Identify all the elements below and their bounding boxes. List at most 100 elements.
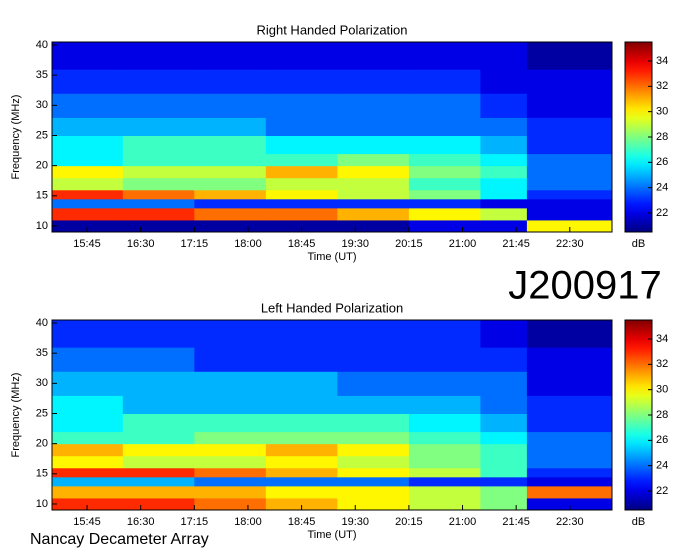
heatmap-cell	[337, 467, 410, 478]
heatmap-cell	[480, 395, 528, 414]
heatmap-cell	[526, 320, 613, 348]
heatmap-cell	[526, 371, 613, 396]
heatmap-cell	[526, 69, 613, 94]
heatmap-cell	[52, 497, 124, 511]
colorbar-tick-label: 26	[656, 156, 668, 168]
colorbar-tick-label: 24	[656, 460, 668, 472]
heatmap-cell	[265, 413, 338, 433]
heatmap-cell	[337, 431, 410, 445]
colorbar-tick-label: 22	[656, 207, 668, 219]
heatmap-cell	[408, 117, 481, 136]
y-tick-label: 15	[36, 190, 48, 202]
heatmap-cell	[122, 371, 195, 396]
heatmap-cell	[337, 476, 410, 487]
heatmap-cell	[408, 443, 481, 457]
y-tick-label: 40	[36, 317, 48, 329]
heatmap-cell	[194, 69, 267, 94]
heatmap-cell	[526, 395, 613, 414]
colorbar	[624, 319, 653, 511]
y-tick-label: 15	[36, 468, 48, 480]
y-tick-label: 30	[36, 99, 48, 111]
heatmap-cell	[526, 443, 613, 457]
y-tick-label: 10	[36, 498, 48, 510]
heatmap-cell	[194, 117, 267, 136]
x-tick-label: 18:45	[288, 516, 316, 528]
heatmap-cell	[337, 93, 410, 118]
x-tick-label: 22:30	[556, 516, 584, 528]
heatmap-cell	[265, 177, 338, 191]
heatmap-cell	[526, 476, 613, 487]
x-tick-label: 21:45	[502, 238, 530, 250]
heatmap-cell	[122, 69, 195, 94]
x-tick-label: 18:45	[288, 238, 316, 250]
heatmap-cell	[194, 165, 267, 179]
heatmap-cell	[480, 485, 528, 499]
y-axis-label: Frequency (MHz)	[10, 95, 22, 180]
x-tick-label: 16:30	[127, 516, 155, 528]
heatmap-cell	[526, 198, 613, 209]
heatmap-cell	[122, 117, 195, 136]
heatmap-cell	[122, 198, 195, 209]
heatmap-cell	[408, 207, 481, 221]
heatmap-cell	[337, 395, 410, 414]
x-tick-label: 21:00	[449, 238, 477, 250]
colorbar-tick-label: 30	[656, 106, 668, 118]
y-tick-label: 35	[36, 347, 48, 359]
x-tick-label: 18:00	[234, 516, 262, 528]
heatmap-cell	[480, 347, 528, 372]
plot-frame	[51, 41, 613, 233]
heatmap-cell	[265, 93, 338, 118]
heatmap-cell	[480, 135, 528, 155]
heatmap-cell	[526, 117, 613, 136]
y-tick-label: 25	[36, 407, 48, 419]
heatmap-cell	[480, 93, 528, 118]
heatmap-cell	[526, 413, 613, 433]
heatmap-cell	[194, 198, 267, 209]
heatmap-cell	[265, 455, 338, 469]
heatmap-cell	[480, 189, 528, 200]
colorbar-tick-label: 32	[656, 358, 668, 370]
x-tick-label: 15:45	[73, 238, 101, 250]
x-tick-label: 18:00	[234, 238, 262, 250]
heatmap-cell	[265, 395, 338, 414]
x-tick-label: 21:45	[502, 516, 530, 528]
heatmap-cell	[194, 485, 267, 499]
plot-frame	[51, 319, 613, 511]
heatmap-cell	[194, 467, 267, 478]
heatmap-cell	[337, 371, 410, 396]
heatmap-cell	[194, 455, 267, 469]
heatmap-cell	[52, 207, 124, 221]
x-tick-label: 16:30	[127, 238, 155, 250]
heatmap-cell	[526, 153, 613, 167]
colorbar-tick-label: 22	[656, 485, 668, 497]
heatmap-cell	[337, 443, 410, 457]
heatmap-cell	[122, 320, 195, 348]
heatmap-cell	[408, 395, 481, 414]
heatmap-cell	[480, 455, 528, 469]
heatmap-cell	[52, 413, 124, 433]
colorbar-label: dB	[632, 238, 645, 250]
heatmap-cell	[526, 135, 613, 155]
heatmap-cell	[408, 93, 481, 118]
heatmap-cell	[122, 42, 195, 70]
heatmap-cell	[480, 443, 528, 457]
heatmap-cell	[122, 431, 195, 445]
heatmap-cell	[408, 371, 481, 396]
x-tick-label: 19:30	[341, 238, 369, 250]
heatmap-cell	[194, 476, 267, 487]
heatmap-cell	[52, 69, 124, 94]
heatmap-cell	[265, 320, 338, 348]
heatmap-cell	[52, 117, 124, 136]
y-tick-label: 20	[36, 160, 48, 172]
heatmap-cell	[194, 497, 267, 511]
heatmap-cell	[265, 207, 338, 221]
heatmap-cell	[408, 165, 481, 179]
heatmap-cell	[265, 198, 338, 209]
heatmap-cell	[480, 467, 528, 478]
heatmap-cell	[265, 219, 338, 233]
heatmap-cell	[122, 455, 195, 469]
page-title: J200917	[508, 264, 661, 308]
y-tick-label: 10	[36, 220, 48, 232]
x-tick-label: 19:30	[341, 516, 369, 528]
